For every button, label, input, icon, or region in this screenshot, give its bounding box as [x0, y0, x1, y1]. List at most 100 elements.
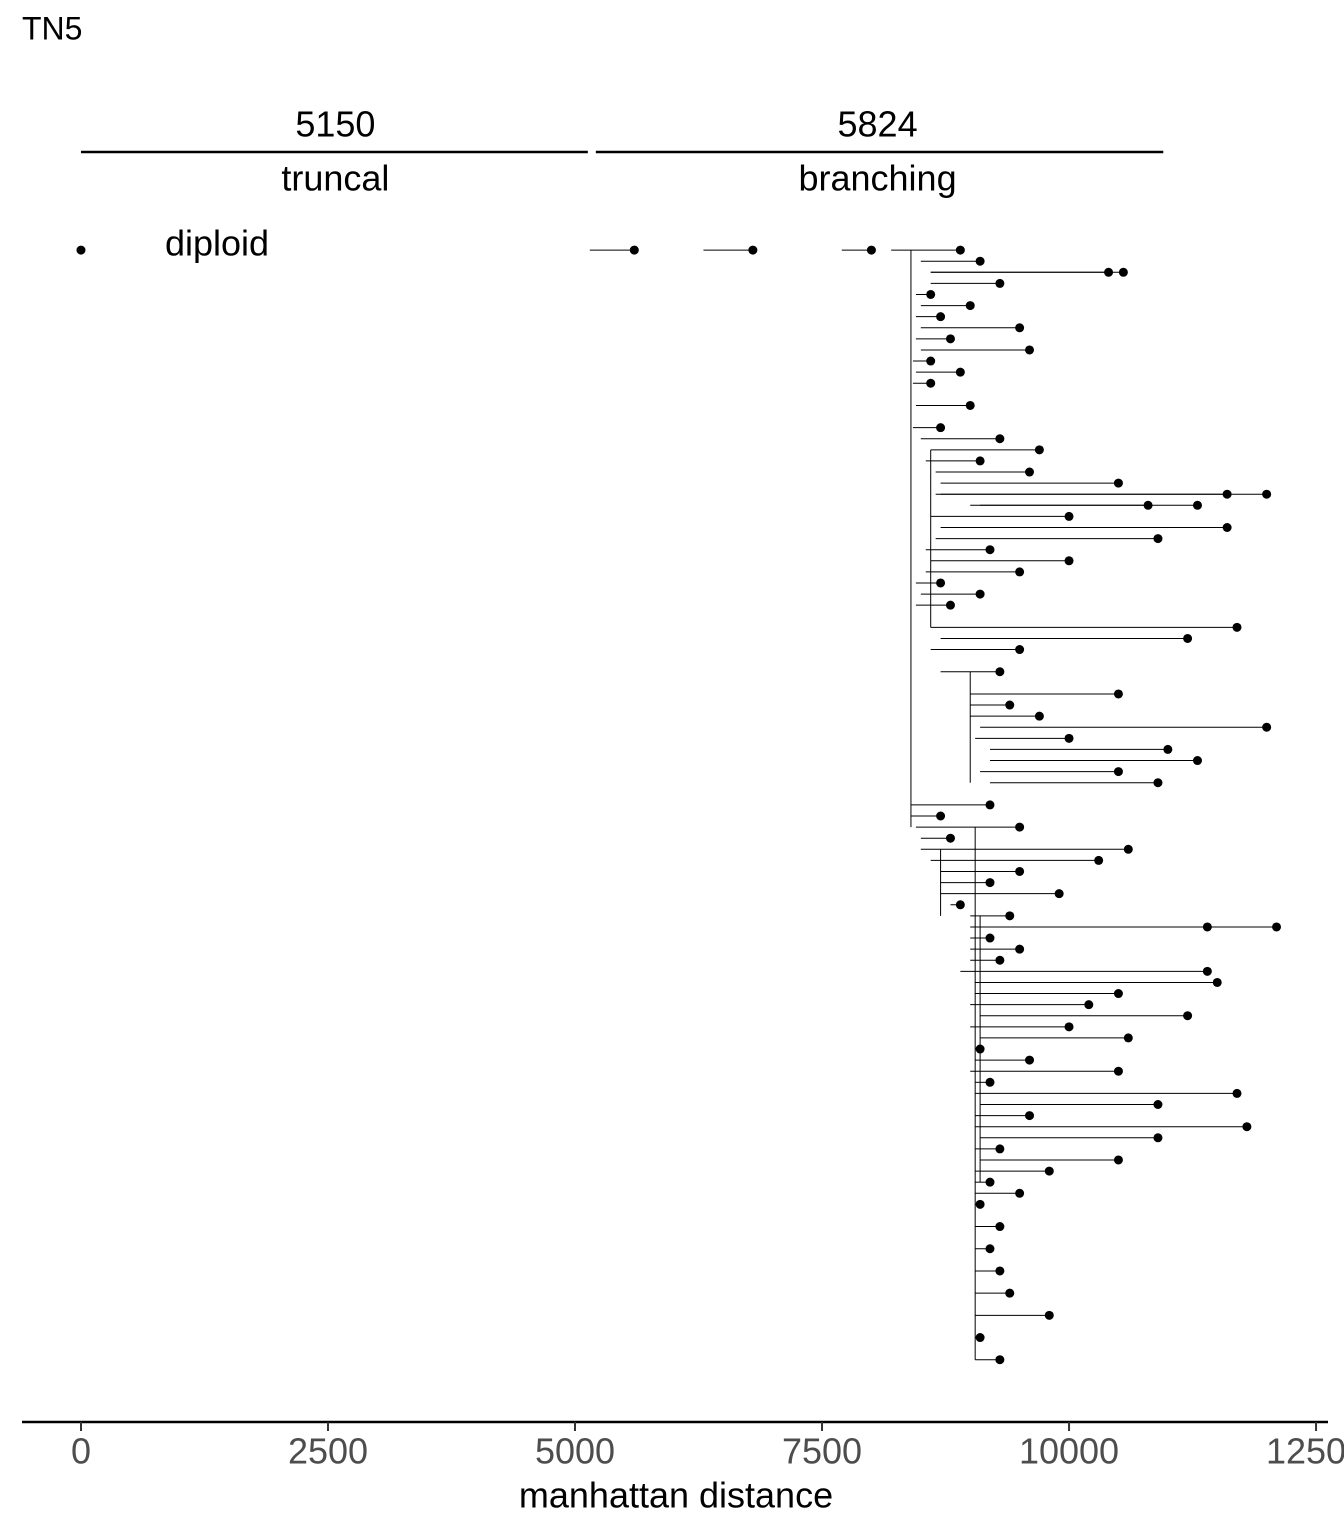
leaf-point — [965, 301, 975, 311]
leaf-point — [926, 378, 936, 388]
leaf-point — [995, 1144, 1005, 1154]
leaf-point — [1113, 989, 1123, 999]
leaf-point — [1015, 323, 1025, 333]
leaf-point — [1025, 467, 1035, 477]
leaf-point — [1113, 1066, 1123, 1076]
leaf-point — [985, 545, 995, 555]
leaf-point — [1044, 1166, 1054, 1176]
leaf-point — [975, 1199, 985, 1209]
leaf-point — [1094, 855, 1104, 865]
leaf-point — [985, 933, 995, 943]
leaf-point — [995, 1266, 1005, 1276]
leaf-point — [1025, 345, 1035, 355]
leaf-point — [1084, 1000, 1094, 1010]
x-tick-label: 7500 — [782, 1431, 862, 1472]
leaf-point — [955, 900, 965, 910]
leaf-point — [975, 1333, 985, 1343]
x-tick-label: 2500 — [288, 1431, 368, 1472]
leaf-point — [1015, 944, 1025, 954]
segment-value: 5150 — [295, 104, 375, 145]
leaf-point — [1143, 500, 1153, 510]
leaf-point — [1153, 534, 1163, 544]
leaf-point — [1054, 889, 1064, 899]
leaf-point — [965, 400, 975, 410]
leaf-point — [1192, 500, 1202, 510]
leaf-point — [1232, 622, 1242, 632]
leaf-point — [936, 811, 946, 821]
leaf-point — [985, 800, 995, 810]
x-axis-label: manhattan distance — [519, 1475, 833, 1516]
leaf-point — [1015, 866, 1025, 876]
leaf-point — [1222, 489, 1232, 499]
leaf-point — [1005, 911, 1015, 921]
x-tick-label: 5000 — [535, 1431, 615, 1472]
leaf-point — [1202, 966, 1212, 976]
leaf-point — [1222, 523, 1232, 532]
leaf-point — [926, 289, 936, 299]
leaf-point — [1113, 1155, 1123, 1165]
leaf-point — [926, 356, 936, 366]
leaf-point — [1015, 645, 1025, 655]
segment-label: branching — [798, 158, 956, 199]
leaf-point — [985, 1177, 995, 1187]
leaf-point — [1123, 844, 1133, 854]
leaf-point — [945, 833, 955, 843]
leaf-point — [1163, 744, 1173, 754]
leaf-point — [1113, 478, 1123, 488]
leaf-point — [1034, 711, 1044, 721]
leaf-point — [955, 367, 965, 377]
x-tick-label: 12500 — [1266, 1431, 1344, 1472]
leaf-point — [975, 589, 985, 599]
leaf-point — [1015, 1188, 1025, 1198]
leaf-point — [1232, 1088, 1242, 1098]
leaf-point — [995, 667, 1005, 677]
x-tick-label: 0 — [71, 1431, 91, 1472]
leaf-point — [975, 456, 985, 466]
leaf-point — [955, 245, 965, 255]
leaf-point — [1104, 267, 1114, 277]
leaf-point — [945, 600, 955, 610]
leaf-point — [936, 312, 946, 322]
leaf-point — [1212, 977, 1222, 987]
leaf-point — [866, 245, 876, 255]
leaf-point — [1153, 1100, 1163, 1109]
leaf-point — [1183, 1011, 1193, 1021]
leaf-point — [985, 1244, 995, 1254]
leaf-point — [1064, 556, 1074, 566]
leaf-point — [1242, 1122, 1252, 1132]
leaf-point — [629, 245, 639, 255]
leaf-point — [995, 1355, 1005, 1365]
leaf-point — [1064, 733, 1074, 743]
leaf-point — [1064, 1022, 1074, 1032]
leaf-point — [1113, 689, 1123, 699]
tip-label: diploid — [165, 223, 269, 264]
leaf-point — [1123, 1033, 1133, 1043]
leaf-point — [995, 955, 1005, 965]
leaf-point — [1118, 267, 1128, 277]
segment-label: truncal — [281, 158, 389, 199]
leaf-point — [1034, 445, 1044, 455]
leaf-point — [985, 1077, 995, 1087]
leaf-point — [1005, 700, 1015, 710]
leaf-point — [1064, 511, 1074, 521]
leaf-point — [1192, 756, 1202, 766]
leaf-point — [1183, 633, 1193, 643]
leaf-point — [1005, 1288, 1015, 1298]
leaf-point — [1015, 822, 1025, 832]
leaf-point — [995, 1222, 1005, 1232]
leaf-point — [1025, 1111, 1035, 1121]
leaf-point — [76, 245, 86, 255]
leaf-point — [936, 578, 946, 588]
leaf-point — [936, 423, 946, 433]
leaf-point — [1153, 1133, 1163, 1143]
leaf-point — [1202, 922, 1212, 932]
leaf-point — [985, 878, 995, 888]
leaf-point — [945, 334, 955, 344]
leaf-point — [1262, 489, 1272, 499]
leaf-point — [1113, 767, 1123, 777]
leaf-point — [1262, 722, 1272, 732]
leaf-point — [975, 256, 985, 266]
leaf-point — [748, 245, 758, 255]
x-tick-label: 10000 — [1019, 1431, 1119, 1472]
